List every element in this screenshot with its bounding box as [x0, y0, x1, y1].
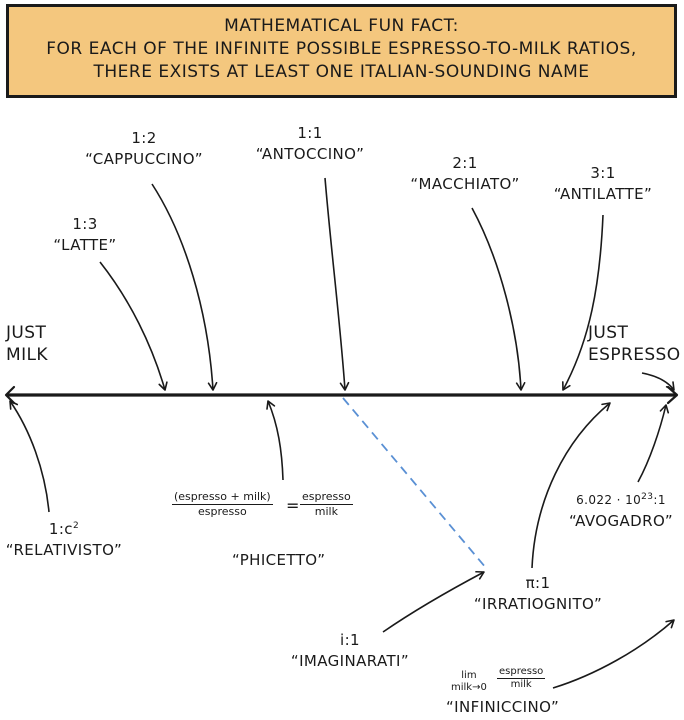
antoccino-label: 1:1 “ANTOCCINO” — [250, 123, 370, 165]
imaginarati-ratio: i:1 — [340, 631, 360, 649]
phicetto-equals-sign: = — [286, 496, 300, 515]
infiniccino-lim-subscript: milk→0 — [451, 682, 487, 693]
infiniccino-fraction: espresso milk — [497, 666, 546, 691]
just-milk-label: JUST MILK — [6, 322, 48, 366]
phicetto-rhs-denominator: milk — [314, 505, 338, 518]
relativisto-ratio: 1:c2 — [4, 516, 124, 540]
macchiato-label: 2:1 “MACCHIATO” — [400, 153, 530, 195]
latte-pointer-arrow — [99, 261, 168, 391]
relativisto-pointer-arrow — [9, 400, 50, 513]
latte-name: “LATTE” — [53, 236, 117, 254]
avogadro-pointer-arrow — [637, 404, 670, 483]
relativisto-ratio-base: 1:c — [48, 520, 73, 538]
antilatte-pointer-arrow — [562, 214, 604, 391]
antilatte-ratio: 3:1 — [590, 164, 616, 182]
title-line-1: MATHEMATICAL FUN FACT: — [224, 16, 459, 36]
cappuccino-name: “CAPPUCCINO” — [85, 150, 203, 168]
cappuccino-pointer-arrow — [151, 183, 218, 391]
phicetto-pointer-arrow — [266, 400, 284, 481]
avogadro-ratio-tail: :1 — [653, 493, 666, 507]
antilatte-label: 3:1 “ANTILATTE” — [543, 163, 663, 205]
imaginary-dashed-line — [342, 397, 487, 569]
infiniccino-denominator: milk — [510, 679, 532, 690]
avogadro-ratio-exponent: 23 — [641, 492, 654, 502]
imaginarati-pointer-arrow — [382, 570, 485, 633]
relativisto-label: 1:c2 “RELATIVISTO” — [4, 516, 124, 561]
just-milk-line-2: MILK — [6, 345, 48, 365]
title-line-3: THERE EXISTS AT LEAST ONE ITALIAN-SOUNDI… — [93, 62, 590, 82]
just-espresso-label: JUST ESPRESSO — [588, 322, 681, 366]
latte-label: 1:3 “LATTE” — [40, 214, 130, 256]
irratiognito-pointer-arrow — [531, 402, 611, 569]
infiniccino-name: “INFINICCINO” — [446, 698, 560, 716]
title-banner: MATHEMATICAL FUN FACT: FOR EACH OF THE I… — [6, 4, 677, 98]
relativisto-name: “RELATIVISTO” — [5, 541, 123, 559]
macchiato-ratio: 2:1 — [452, 154, 478, 172]
imaginarati-name: “IMAGINARATI” — [290, 652, 410, 670]
phicetto-lhs-denominator: espresso — [197, 505, 247, 518]
cappuccino-label: 1:2 “CAPPUCCINO” — [74, 128, 214, 170]
avogadro-ratio: 6.022 · 1023:1 — [562, 487, 680, 511]
infiniccino-numerator: espresso — [497, 666, 546, 679]
avogadro-name: “AVOGADRO” — [568, 512, 674, 530]
just-espresso-pointer-arrow — [641, 372, 675, 391]
irratiognito-ratio: π:1 — [525, 574, 551, 592]
cappuccino-ratio: 1:2 — [131, 129, 157, 147]
irratiognito-label: π:1 “IRRATIOGNITO” — [470, 573, 606, 615]
phicetto-rhs-numerator: espresso — [300, 490, 353, 505]
relativisto-ratio-exponent: 2 — [72, 521, 80, 531]
macchiato-name: “MACCHIATO” — [410, 175, 520, 193]
irratiognito-name: “IRRATIOGNITO” — [473, 595, 603, 613]
phicetto-rhs-fraction: espresso milk — [300, 490, 353, 519]
just-milk-line-1: JUST — [6, 323, 47, 343]
phicetto-name: “PHICETTO” — [232, 551, 326, 569]
infiniccino-pointer-arrow — [552, 619, 675, 689]
antoccino-name: “ANTOCCINO” — [255, 145, 365, 163]
antoccino-pointer-arrow — [324, 177, 350, 391]
avogadro-label: 6.022 · 1023:1 “AVOGADRO” — [562, 487, 680, 532]
just-espresso-line-2: ESPRESSO — [588, 345, 681, 365]
infiniccino-lim-word: lim — [461, 670, 477, 681]
infiniccino-limit-operator: lim milk→0 — [451, 670, 487, 694]
phicetto-lhs-numerator: (espresso + milk) — [172, 490, 273, 505]
avogadro-ratio-base: 6.022 · 10 — [576, 493, 642, 507]
antilatte-name: “ANTILATTE” — [553, 185, 653, 203]
just-espresso-line-1: JUST — [588, 323, 629, 343]
macchiato-pointer-arrow — [471, 207, 526, 391]
phicetto-lhs-fraction: (espresso + milk) espresso — [172, 490, 273, 519]
title-line-2: FOR EACH OF THE INFINITE POSSIBLE ESPRES… — [46, 39, 637, 59]
latte-ratio: 1:3 — [72, 215, 98, 233]
antoccino-ratio: 1:1 — [297, 124, 323, 142]
imaginarati-label: i:1 “IMAGINARATI” — [285, 630, 415, 672]
